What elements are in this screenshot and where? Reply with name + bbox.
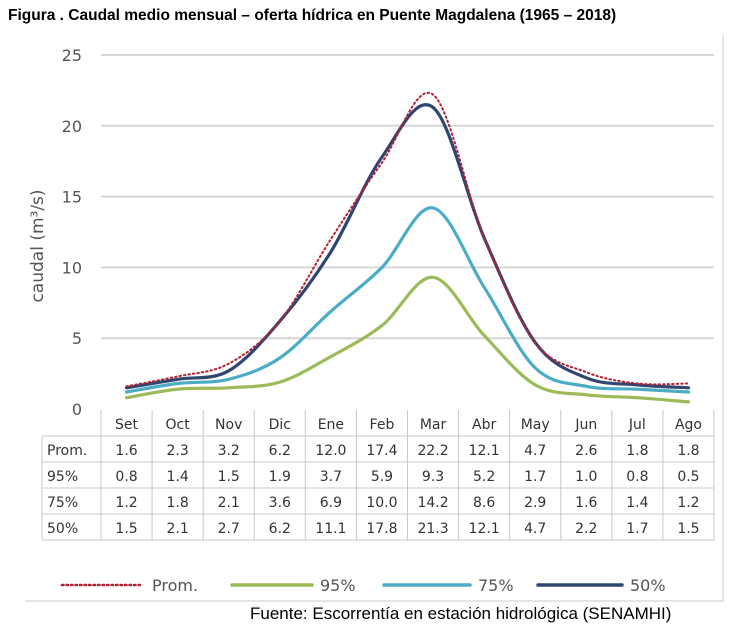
data-value-label: 12.1 bbox=[469, 521, 500, 537]
data-value-label: 1.2 bbox=[115, 495, 137, 511]
data-value-label: 2.3 bbox=[166, 443, 188, 459]
y-tick-label: 20 bbox=[62, 117, 82, 136]
data-value-label: 9.3 bbox=[422, 469, 444, 485]
table-row-label: 75% bbox=[47, 495, 78, 511]
data-value-label: 6.9 bbox=[320, 495, 342, 511]
x-tick-label: Set bbox=[115, 417, 139, 433]
data-value-label: 6.2 bbox=[269, 443, 291, 459]
y-tick-label: 15 bbox=[62, 188, 82, 207]
x-tick-label: Feb bbox=[370, 417, 395, 433]
data-value-label: 1.4 bbox=[626, 495, 648, 511]
data-value-label: 4.7 bbox=[524, 443, 546, 459]
data-value-label: 5.9 bbox=[371, 469, 393, 485]
data-value-label: 4.7 bbox=[524, 521, 546, 537]
data-value-label: 1.5 bbox=[677, 521, 699, 537]
x-tick-label: Mar bbox=[420, 417, 447, 433]
source-note: Fuente: Escorrentía en estación hidrológ… bbox=[250, 604, 672, 623]
data-value-label: 12.1 bbox=[469, 443, 500, 459]
data-value-label: 1.8 bbox=[677, 443, 699, 459]
data-value-label: 17.8 bbox=[366, 521, 397, 537]
y-axis-label: caudal (m³/s) bbox=[28, 189, 48, 302]
data-value-label: 1.5 bbox=[115, 521, 137, 537]
x-tick-label: Ene bbox=[318, 417, 344, 433]
x-tick-label: Ago bbox=[675, 417, 702, 433]
data-value-label: 10.0 bbox=[366, 495, 397, 511]
data-value-label: 1.0 bbox=[575, 469, 597, 485]
legend-label: 50% bbox=[630, 576, 666, 595]
data-value-label: 2.6 bbox=[575, 443, 597, 459]
data-value-label: 2.1 bbox=[166, 521, 188, 537]
legend-label: Prom. bbox=[152, 576, 198, 595]
data-value-label: 1.5 bbox=[218, 469, 240, 485]
data-value-label: 1.7 bbox=[626, 521, 648, 537]
data-value-label: 2.9 bbox=[524, 495, 546, 511]
data-value-label: 2.7 bbox=[218, 521, 240, 537]
data-value-label: 11.1 bbox=[315, 521, 346, 537]
data-value-label: 2.1 bbox=[218, 495, 240, 511]
y-tick-label: 5 bbox=[72, 329, 82, 348]
data-value-label: 3.6 bbox=[269, 495, 291, 511]
data-value-label: 1.4 bbox=[166, 469, 188, 485]
table-row-label: Prom. bbox=[47, 443, 87, 459]
x-tick-label: Abr bbox=[472, 417, 496, 433]
x-tick-label: May bbox=[521, 417, 550, 433]
figure-title: Figura . Caudal medio mensual – oferta h… bbox=[8, 7, 617, 24]
data-table-grid bbox=[41, 410, 715, 541]
data-value-label: 12.0 bbox=[315, 443, 346, 459]
data-value-label: 1.6 bbox=[115, 443, 137, 459]
x-tick-label: Oct bbox=[166, 417, 191, 433]
data-value-label: 1.6 bbox=[575, 495, 597, 511]
series-line-2 bbox=[124, 206, 691, 394]
x-tick-label: Nov bbox=[215, 417, 242, 433]
data-value-label: 2.2 bbox=[575, 521, 597, 537]
data-value-label: 17.4 bbox=[366, 443, 397, 459]
series-line-0 bbox=[125, 91, 690, 388]
data-value-label: 8.6 bbox=[473, 495, 495, 511]
data-value-label: 0.5 bbox=[677, 469, 699, 485]
data-value-label: 5.2 bbox=[473, 469, 495, 485]
data-value-label: 14.2 bbox=[417, 495, 448, 511]
legend-label: 75% bbox=[478, 576, 514, 595]
y-tick-label: 10 bbox=[62, 258, 82, 277]
y-tick-label: 25 bbox=[62, 46, 82, 65]
y-axis-ticks: 0 5 10 15 20 25 bbox=[62, 46, 82, 419]
legend: Prom. 95% 75% 50% bbox=[60, 576, 666, 595]
table-row-label: 95% bbox=[47, 469, 78, 485]
data-value-label: 1.8 bbox=[166, 495, 188, 511]
data-value-label: 1.8 bbox=[626, 443, 648, 459]
series-line-1 bbox=[124, 275, 691, 404]
y-tick-label: 0 bbox=[72, 400, 82, 419]
data-value-label: 1.7 bbox=[524, 469, 546, 485]
data-value-label: 1.9 bbox=[269, 469, 291, 485]
x-tick-label: Jul bbox=[628, 417, 646, 433]
data-value-label: 6.2 bbox=[269, 521, 291, 537]
data-table-text: Set Oct Nov Dic Ene Feb Mar Abr May Jun Jul Ago Prom… bbox=[47, 417, 702, 537]
legend-label: 95% bbox=[320, 576, 356, 595]
data-value-label: 0.8 bbox=[626, 469, 648, 485]
data-value-label: 22.2 bbox=[417, 443, 448, 459]
data-value-label: 3.7 bbox=[320, 469, 342, 485]
series-line-3 bbox=[124, 103, 691, 390]
data-value-label: 1.2 bbox=[677, 495, 699, 511]
x-tick-label: Jun bbox=[574, 417, 597, 433]
gridlines bbox=[101, 54, 714, 340]
data-value-label: 21.3 bbox=[417, 521, 448, 537]
data-value-label: 0.8 bbox=[115, 469, 137, 485]
table-row-label: 50% bbox=[47, 521, 78, 537]
x-tick-label: Dic bbox=[269, 417, 291, 433]
series-lines bbox=[124, 91, 691, 404]
data-value-label: 3.2 bbox=[218, 443, 240, 459]
